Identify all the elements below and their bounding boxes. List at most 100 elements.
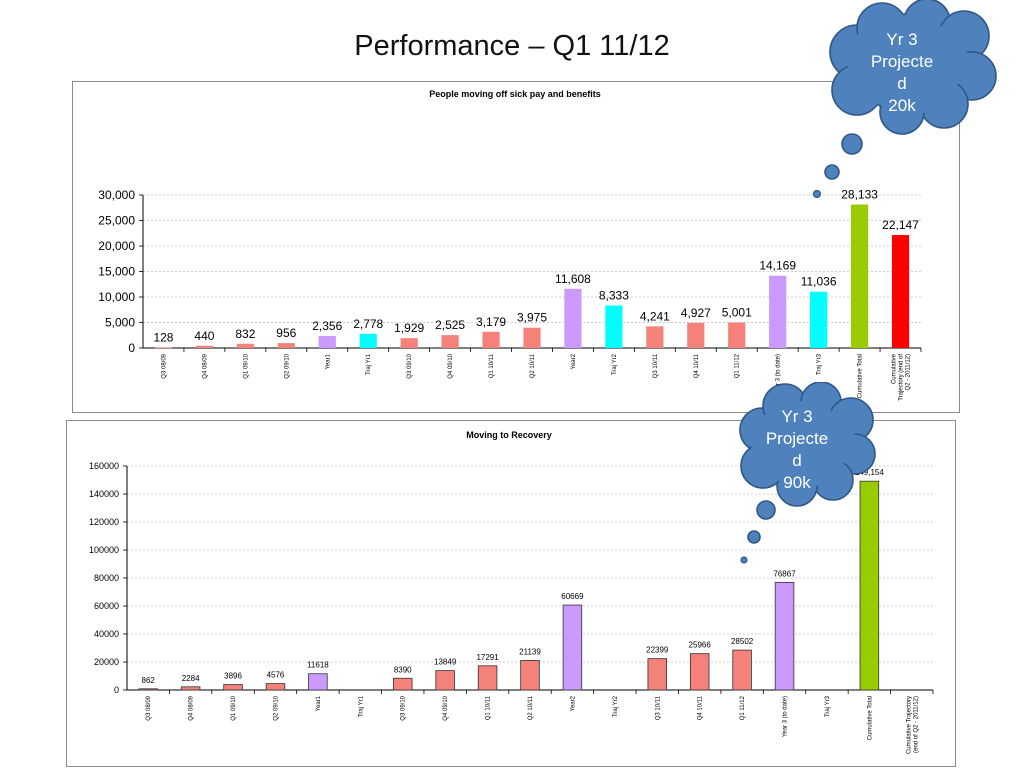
y-tick-label: 20,000 <box>98 239 135 253</box>
x-tick-label: Q1 10/11 <box>486 695 492 720</box>
bar <box>687 322 705 348</box>
y-tick-label: 5,000 <box>105 316 135 330</box>
data-label: 22399 <box>646 646 669 655</box>
y-tick-label: 0 <box>114 685 119 695</box>
bar <box>441 335 459 348</box>
data-label: 440 <box>194 329 214 343</box>
data-label: 4576 <box>267 671 285 680</box>
y-tick-label: 140000 <box>89 489 119 499</box>
bar <box>523 327 541 348</box>
x-tick-label: Q2 09/10 <box>284 353 290 378</box>
callout-cloud-1: Yr 3 Projecte d 20k <box>812 0 997 199</box>
data-label: 60669 <box>561 592 584 601</box>
callout-2-line-3: d <box>792 451 801 470</box>
data-label: 14,169 <box>759 259 796 273</box>
y-tick-label: 60000 <box>94 601 119 611</box>
x-tick-label: Q1 09/10 <box>231 695 237 720</box>
bar <box>477 665 498 691</box>
callout-2-line-1: Yr 3 <box>781 407 812 426</box>
callout-1-line-3: d <box>897 74 906 93</box>
bar <box>180 686 201 691</box>
x-tick-label: Q4 10/11 <box>694 353 700 378</box>
data-label: 2,778 <box>353 317 383 331</box>
chart-panel-sick-pay: People moving off sick pay and benefits 0… <box>72 81 960 413</box>
callout-1-line-4: 20k <box>888 96 916 115</box>
bar <box>647 658 667 691</box>
data-label: 149,154 <box>855 468 884 477</box>
thought-cloud-icon <box>812 0 997 199</box>
x-tick-label: Cumulative Total <box>858 354 864 398</box>
y-tick-label: 20000 <box>94 657 119 667</box>
chart-title: Moving to Recovery <box>466 430 552 440</box>
callout-1-line-2: Projecte <box>871 52 933 71</box>
data-label: 832 <box>235 327 255 341</box>
data-label: 28502 <box>731 637 754 646</box>
y-tick-label: 80000 <box>94 573 119 583</box>
bar <box>308 673 328 691</box>
x-tick-label: Year1 <box>325 353 331 369</box>
bar <box>223 684 243 691</box>
data-label: 28,133 <box>841 188 878 202</box>
x-tick-label: Cumulative Total <box>867 696 873 740</box>
bar <box>400 338 418 348</box>
data-label: 13849 <box>434 658 457 667</box>
chart-sick-pay: People moving off sick pay and benefits 0… <box>98 89 922 401</box>
x-tick-label: Q1 09/10 <box>243 353 249 378</box>
data-label: 128 <box>153 330 173 344</box>
x-tick-label: Q2 10/11 <box>530 353 536 378</box>
bar <box>564 288 582 348</box>
x-tick-label: Q3 10/11 <box>655 695 661 720</box>
x-tick-label: Year 3 (to date) <box>776 354 782 395</box>
x-tick-label: Q3 08/09 <box>146 695 152 720</box>
x-tick-label: Q4 08/09 <box>189 695 195 720</box>
data-label: 2,525 <box>435 318 465 332</box>
bar <box>859 480 880 691</box>
x-tick-label: CumulativeTrajectory (end ofQ2 - 2011/12… <box>892 353 912 400</box>
bar <box>891 235 910 348</box>
data-label: 76867 <box>773 569 796 578</box>
x-tick-label: Year 3 (to date) <box>783 696 789 737</box>
x-tick-label: Year2 <box>571 353 577 369</box>
data-label: 25966 <box>689 641 712 650</box>
bar <box>236 343 254 348</box>
x-tick-label: Q2 10/11 <box>528 695 534 720</box>
data-label: 2,356 <box>312 319 342 333</box>
bar <box>774 581 795 691</box>
data-label: 11618 <box>307 661 329 670</box>
data-label: 4,241 <box>640 309 670 323</box>
bar <box>482 331 500 348</box>
x-tick-label: Q2 09/10 <box>273 695 279 720</box>
callout-2-line-2: Projecte <box>766 429 828 448</box>
chart-panel-recovery: Moving to Recovery 0 20000 40000 60000 80000 1… <box>66 420 956 767</box>
bar <box>769 275 787 348</box>
x-tick-label: Q1 11/12 <box>740 695 746 720</box>
chart-recovery: Moving to Recovery 0 20000 40000 60000 80000 1… <box>89 430 934 754</box>
data-label: 21139 <box>519 647 541 656</box>
bar <box>810 291 828 348</box>
y-tick-label: 10,000 <box>98 290 135 304</box>
x-tick-label: Q4 10/11 <box>698 695 704 720</box>
y-tick-label: 30,000 <box>98 188 135 202</box>
thought-cloud-icon <box>739 382 876 564</box>
slide-title: Performance – Q1 11/12 <box>354 30 670 62</box>
x-tick-label: Traj Yr1 <box>366 353 372 375</box>
x-tick-label: Q4 09/10 <box>443 695 449 720</box>
callout-1-line-1: Yr 3 <box>886 30 917 49</box>
bar <box>850 204 869 348</box>
bar <box>520 660 540 691</box>
data-label: 862 <box>142 676 156 685</box>
data-label: 17291 <box>476 653 499 662</box>
bar <box>732 649 752 691</box>
y-tick-label: 0 <box>128 341 135 355</box>
bar <box>318 335 336 348</box>
chart-title: People moving off sick pay and benefits <box>429 89 601 99</box>
bar <box>265 683 286 691</box>
data-label: 2284 <box>182 674 200 683</box>
x-tick-label: Year1 <box>316 695 322 711</box>
x-tick-label: Q3 08/09 <box>161 353 167 378</box>
data-label: 8390 <box>394 665 412 674</box>
data-label: 1,929 <box>394 321 424 335</box>
x-tick-label: Traj Yr3 <box>825 695 831 717</box>
x-tick-label: Q1 11/12 <box>735 353 741 378</box>
x-tick-label: Q4 09/10 <box>448 353 454 378</box>
